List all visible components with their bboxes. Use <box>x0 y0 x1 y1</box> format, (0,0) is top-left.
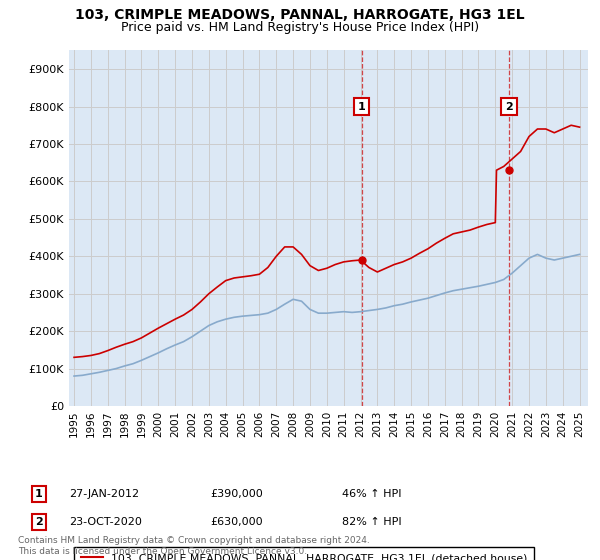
Text: 23-OCT-2020: 23-OCT-2020 <box>69 517 142 527</box>
Text: Price paid vs. HM Land Registry's House Price Index (HPI): Price paid vs. HM Land Registry's House … <box>121 21 479 34</box>
Text: 82% ↑ HPI: 82% ↑ HPI <box>342 517 401 527</box>
Text: Contains HM Land Registry data © Crown copyright and database right 2024.
This d: Contains HM Land Registry data © Crown c… <box>18 536 370 556</box>
Text: £630,000: £630,000 <box>210 517 263 527</box>
Text: 2: 2 <box>505 101 513 111</box>
Text: 103, CRIMPLE MEADOWS, PANNAL, HARROGATE, HG3 1EL: 103, CRIMPLE MEADOWS, PANNAL, HARROGATE,… <box>75 8 525 22</box>
Text: 46% ↑ HPI: 46% ↑ HPI <box>342 489 401 499</box>
Text: 1: 1 <box>358 101 365 111</box>
Text: £390,000: £390,000 <box>210 489 263 499</box>
Text: 1: 1 <box>35 489 43 499</box>
Text: 27-JAN-2012: 27-JAN-2012 <box>69 489 139 499</box>
Text: 2: 2 <box>35 517 43 527</box>
Legend: 103, CRIMPLE MEADOWS, PANNAL, HARROGATE, HG3 1EL (detached house), HPI: Average : 103, CRIMPLE MEADOWS, PANNAL, HARROGATE,… <box>74 547 534 560</box>
